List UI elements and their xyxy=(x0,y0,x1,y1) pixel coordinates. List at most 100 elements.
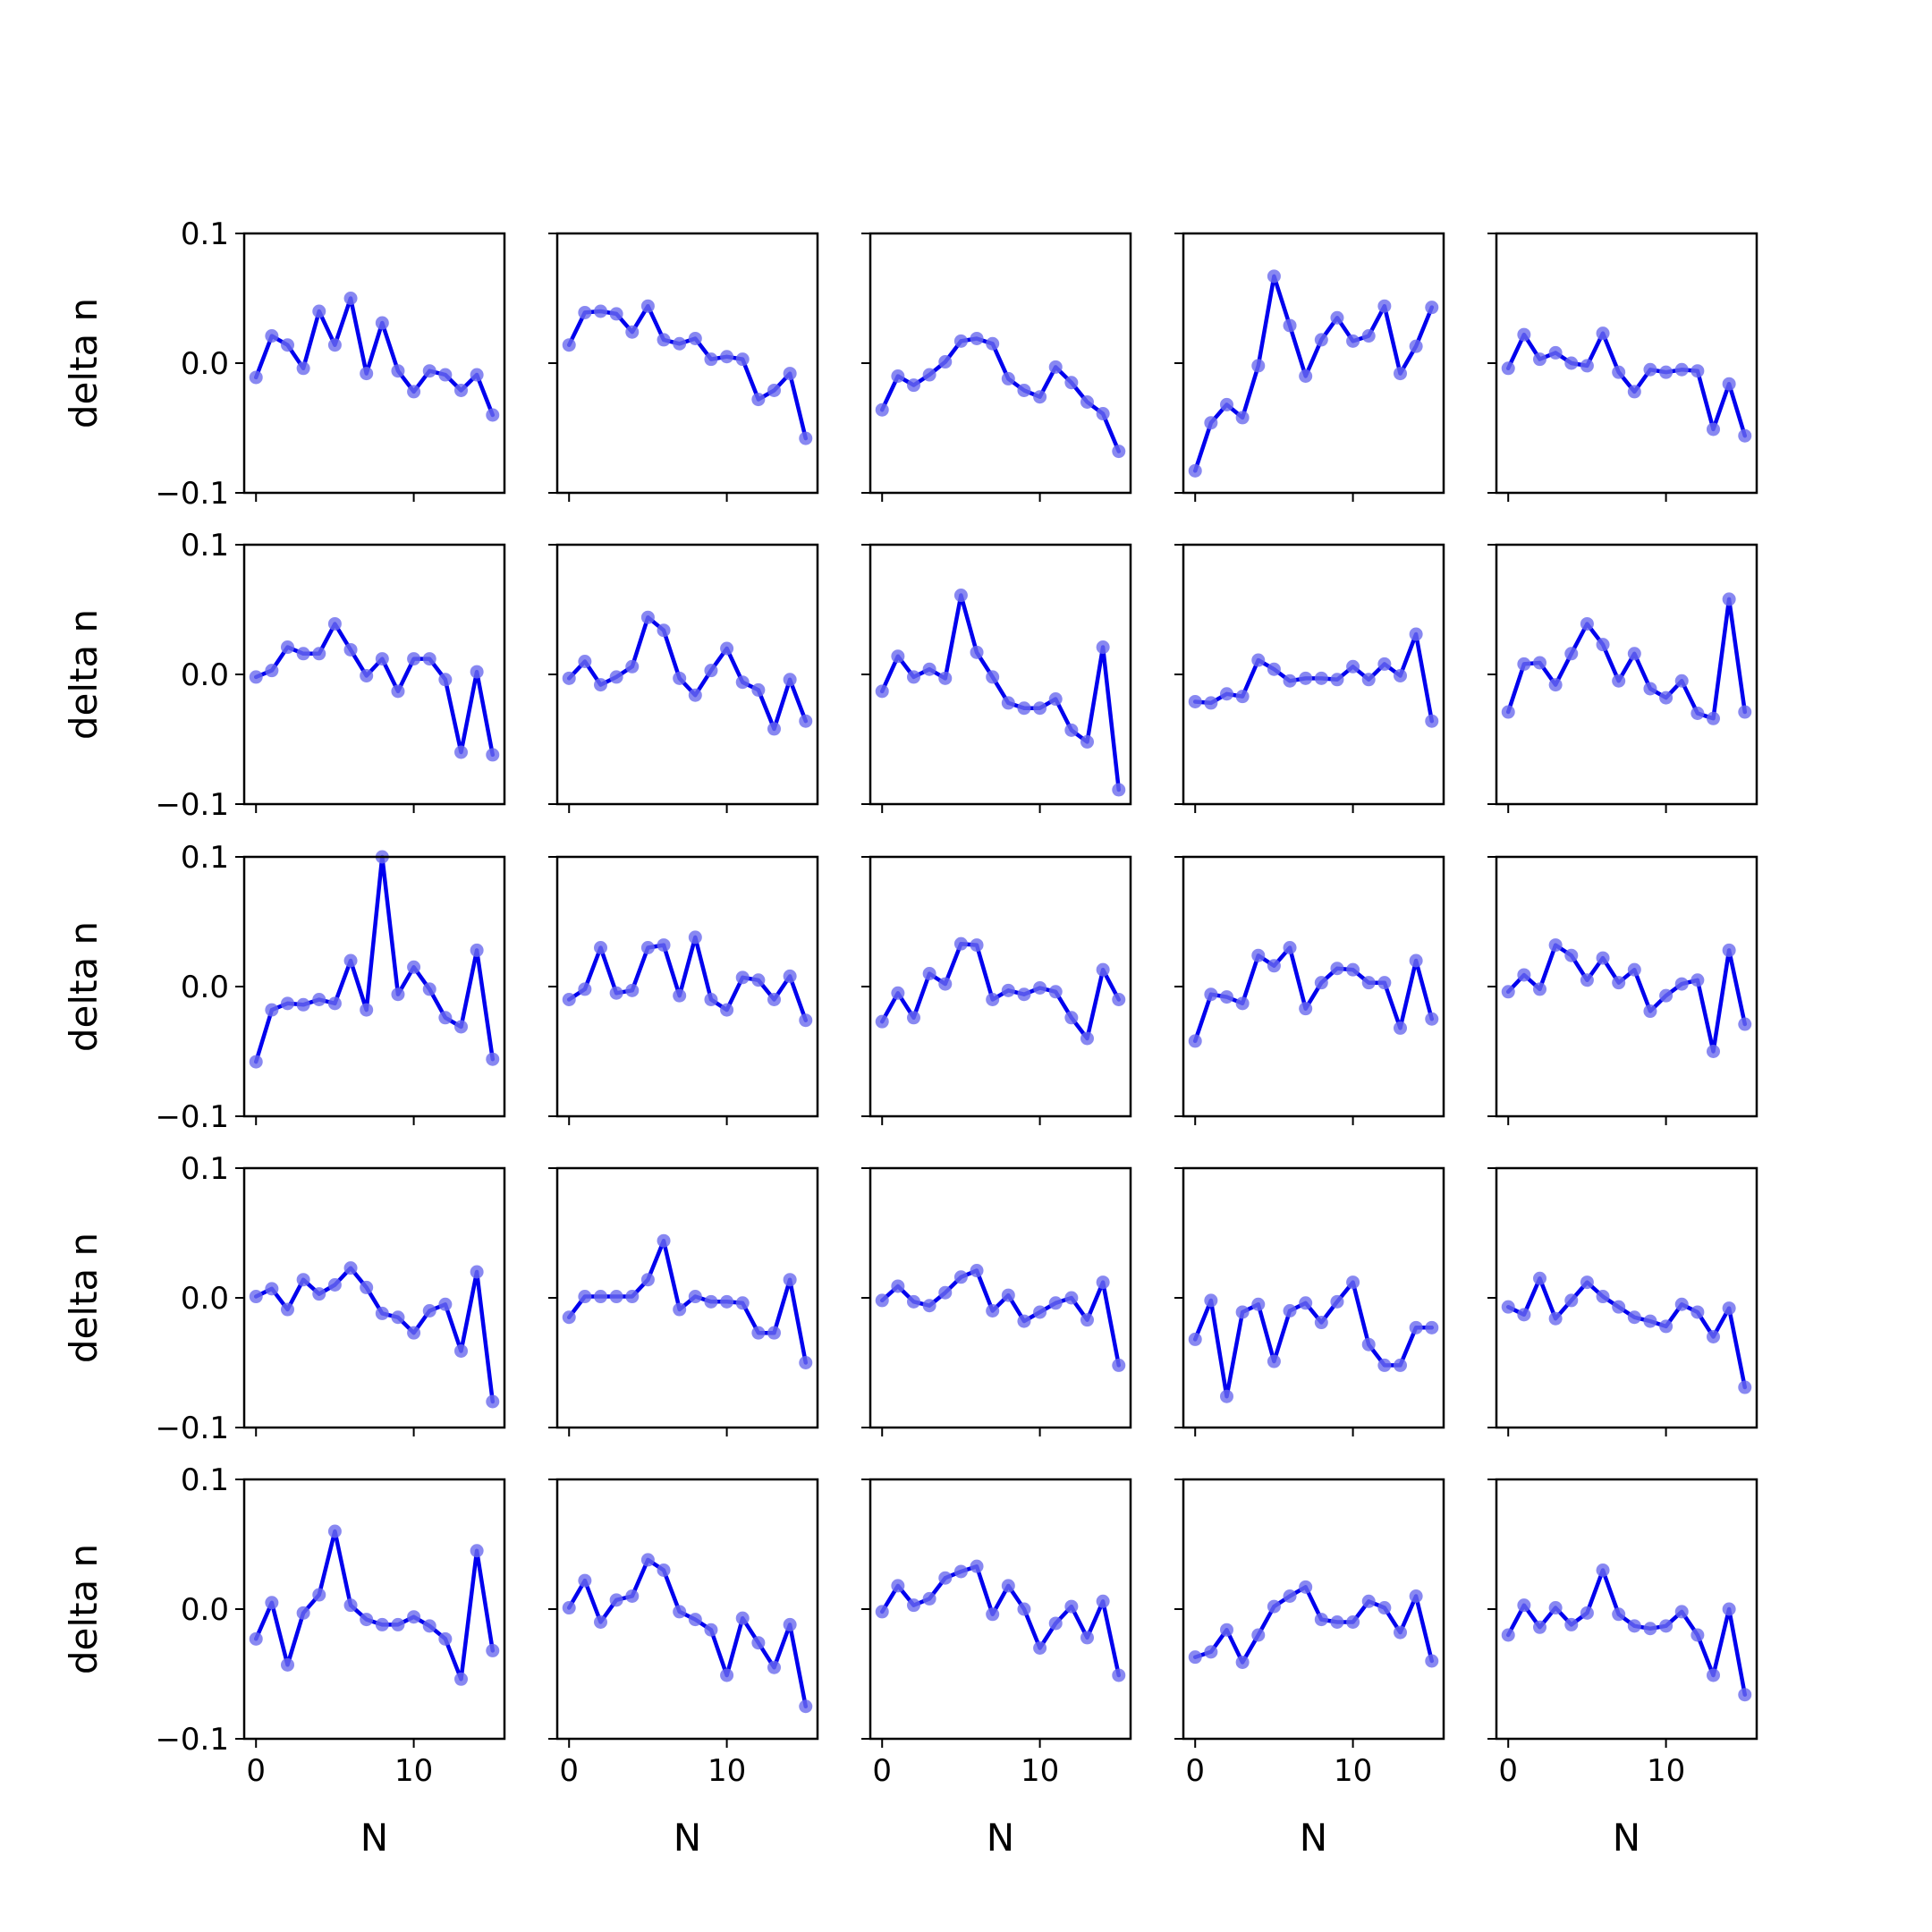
data-point xyxy=(1299,1580,1313,1594)
data-point xyxy=(609,1593,623,1607)
data-point xyxy=(343,953,358,968)
x-tick-label: 0 xyxy=(872,1753,892,1789)
data-point xyxy=(1283,318,1297,333)
data-point xyxy=(1080,1031,1094,1046)
data-point xyxy=(422,1304,436,1318)
data-point xyxy=(1314,671,1328,685)
data-point xyxy=(1064,1291,1079,1305)
data-point xyxy=(1722,1301,1736,1316)
subplot-1: −0.1 0.0 0.1 delta n xyxy=(62,216,506,512)
data-point xyxy=(562,338,576,352)
data-point xyxy=(1612,976,1626,990)
data-point xyxy=(1674,674,1689,688)
data-point xyxy=(312,993,326,1006)
y-tick-label: −0.1 xyxy=(155,1722,229,1758)
data-point xyxy=(470,943,484,957)
data-point xyxy=(375,1617,389,1631)
data-point xyxy=(1659,365,1674,379)
data-point xyxy=(751,1326,766,1340)
data-point xyxy=(265,1282,279,1296)
subplot-11: −0.1 0.0 0.1 delta n xyxy=(62,840,506,1135)
data-point xyxy=(875,1014,889,1029)
data-point xyxy=(281,1657,294,1672)
data-point xyxy=(688,331,702,345)
data-point xyxy=(688,1290,702,1304)
series-line xyxy=(253,1529,496,1682)
data-point xyxy=(907,378,920,393)
data-point xyxy=(1361,329,1376,343)
data-point xyxy=(1707,1330,1720,1343)
data-point xyxy=(688,930,702,945)
data-point xyxy=(938,1285,953,1300)
data-point xyxy=(799,1013,813,1028)
axes-frame xyxy=(869,543,1132,806)
x-tick-label: 0 xyxy=(1498,1753,1518,1789)
data-point xyxy=(1548,938,1563,953)
data-point xyxy=(704,1294,718,1309)
series-line xyxy=(253,622,496,758)
data-point xyxy=(296,1606,310,1620)
data-point xyxy=(783,1617,797,1631)
y-tick-label: 0.1 xyxy=(181,840,229,876)
data-point xyxy=(640,610,655,624)
data-point xyxy=(1283,1304,1297,1318)
data-point xyxy=(1394,1625,1407,1640)
data-point xyxy=(907,1011,920,1025)
data-point xyxy=(673,1302,687,1317)
data-point xyxy=(640,941,655,954)
data-point xyxy=(486,748,500,762)
axes-frame xyxy=(555,543,819,806)
data-point xyxy=(1204,1293,1218,1308)
data-point xyxy=(1064,1599,1079,1614)
data-point xyxy=(720,1003,734,1017)
data-point xyxy=(688,688,702,702)
data-point xyxy=(720,1294,734,1309)
data-point xyxy=(1627,1619,1641,1633)
y-axis-label: delta n xyxy=(62,1233,106,1363)
data-point xyxy=(891,1579,905,1593)
data-point xyxy=(1048,1616,1063,1631)
series-line xyxy=(1192,274,1435,473)
data-point xyxy=(1659,1319,1674,1334)
data-point xyxy=(281,640,294,655)
data-point xyxy=(375,316,389,330)
data-point xyxy=(1112,783,1126,797)
subplot-15 xyxy=(1487,855,1758,1125)
axes-frame xyxy=(242,232,506,495)
data-point xyxy=(1188,1034,1202,1048)
data-point xyxy=(1425,1320,1439,1335)
data-point xyxy=(767,383,781,397)
series-line xyxy=(1505,331,1748,438)
data-point xyxy=(1596,326,1610,341)
y-tick-label: −0.1 xyxy=(155,476,229,512)
data-point xyxy=(1596,1290,1610,1304)
series-line xyxy=(879,1268,1122,1368)
data-point xyxy=(953,1564,968,1579)
data-point xyxy=(1235,1305,1250,1319)
y-tick-label: −0.1 xyxy=(155,787,229,823)
subplot-23: 0 10N xyxy=(861,1478,1132,1860)
data-point xyxy=(1251,948,1266,962)
data-point xyxy=(486,1394,500,1409)
data-point xyxy=(751,393,766,407)
data-point xyxy=(454,1672,468,1686)
series-line xyxy=(879,593,1122,792)
subplot-4 xyxy=(1174,232,1445,502)
data-point xyxy=(454,1020,468,1034)
data-point xyxy=(1627,385,1641,399)
data-point xyxy=(1548,1311,1563,1326)
data-point xyxy=(470,1265,484,1279)
data-point xyxy=(704,993,718,1006)
axes-frame xyxy=(242,1478,506,1741)
y-tick-label: 0.1 xyxy=(181,1151,229,1187)
data-point xyxy=(1220,687,1233,701)
data-point xyxy=(578,305,592,319)
data-point xyxy=(296,1273,310,1287)
data-point xyxy=(1612,365,1626,379)
data-point xyxy=(249,1631,263,1646)
data-point xyxy=(640,1273,655,1287)
data-point xyxy=(438,1011,453,1025)
data-point xyxy=(970,1559,984,1573)
data-point xyxy=(1283,1589,1297,1603)
data-point xyxy=(562,993,576,1006)
